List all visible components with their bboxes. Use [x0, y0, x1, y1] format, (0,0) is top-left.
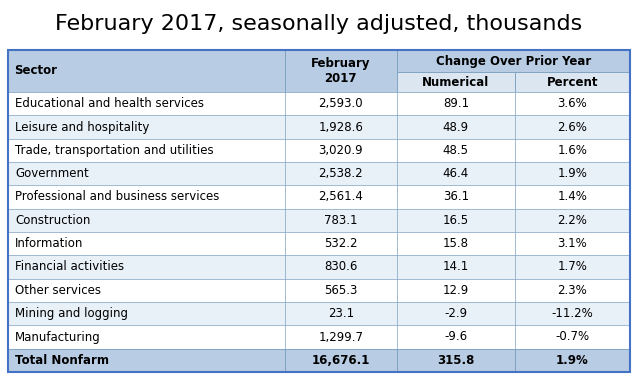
Text: 1.7%: 1.7% — [558, 261, 588, 274]
Text: 1.6%: 1.6% — [558, 144, 588, 157]
Text: Professional and business services: Professional and business services — [15, 190, 219, 204]
Text: Change Over Prior Year: Change Over Prior Year — [436, 54, 591, 68]
Text: Leisure and hospitality: Leisure and hospitality — [15, 120, 149, 133]
Text: 89.1: 89.1 — [443, 97, 469, 110]
Text: 36.1: 36.1 — [443, 190, 469, 204]
Text: 16,676.1: 16,676.1 — [311, 354, 370, 367]
Text: 12.9: 12.9 — [443, 284, 469, 297]
Text: 3,020.9: 3,020.9 — [318, 144, 363, 157]
Text: 2,561.4: 2,561.4 — [318, 190, 363, 204]
Text: 48.9: 48.9 — [443, 120, 469, 133]
Text: -11.2%: -11.2% — [552, 307, 593, 320]
Text: -9.6: -9.6 — [444, 331, 468, 344]
Text: Educational and health services: Educational and health services — [15, 97, 204, 110]
Text: 783.1: 783.1 — [324, 214, 357, 227]
Text: Sector: Sector — [14, 65, 57, 78]
Text: February 2017, seasonally adjusted, thousands: February 2017, seasonally adjusted, thou… — [56, 14, 582, 34]
Text: -2.9: -2.9 — [444, 307, 468, 320]
Text: 2,593.0: 2,593.0 — [318, 97, 363, 110]
Text: 3.6%: 3.6% — [558, 97, 588, 110]
Text: Government: Government — [15, 167, 89, 180]
Text: 3.1%: 3.1% — [558, 237, 588, 250]
Text: 2,538.2: 2,538.2 — [318, 167, 363, 180]
Text: 48.5: 48.5 — [443, 144, 469, 157]
Text: 1.9%: 1.9% — [556, 354, 589, 367]
Text: 315.8: 315.8 — [437, 354, 475, 367]
Text: 14.1: 14.1 — [443, 261, 469, 274]
Text: Percent: Percent — [547, 76, 598, 89]
Text: 23.1: 23.1 — [328, 307, 354, 320]
Text: 565.3: 565.3 — [324, 284, 357, 297]
Text: February
2017: February 2017 — [311, 57, 371, 85]
Text: 46.4: 46.4 — [443, 167, 469, 180]
Text: 15.8: 15.8 — [443, 237, 469, 250]
Text: 1,928.6: 1,928.6 — [318, 120, 363, 133]
Text: 532.2: 532.2 — [324, 237, 357, 250]
Text: -0.7%: -0.7% — [556, 331, 590, 344]
Text: 2.3%: 2.3% — [558, 284, 588, 297]
Text: 2.6%: 2.6% — [558, 120, 588, 133]
Text: Information: Information — [15, 237, 84, 250]
Text: Manufacturing: Manufacturing — [15, 331, 101, 344]
Text: Numerical: Numerical — [422, 76, 489, 89]
Text: 1.9%: 1.9% — [558, 167, 588, 180]
Text: Mining and logging: Mining and logging — [15, 307, 128, 320]
Text: Trade, transportation and utilities: Trade, transportation and utilities — [15, 144, 214, 157]
Text: 16.5: 16.5 — [443, 214, 469, 227]
Text: 1.4%: 1.4% — [558, 190, 588, 204]
Text: Construction: Construction — [15, 214, 91, 227]
Text: Financial activities: Financial activities — [15, 261, 124, 274]
Text: Other services: Other services — [15, 284, 101, 297]
Text: 1,299.7: 1,299.7 — [318, 331, 363, 344]
Text: Total Nonfarm: Total Nonfarm — [15, 354, 109, 367]
Text: 830.6: 830.6 — [324, 261, 357, 274]
Text: 2.2%: 2.2% — [558, 214, 588, 227]
